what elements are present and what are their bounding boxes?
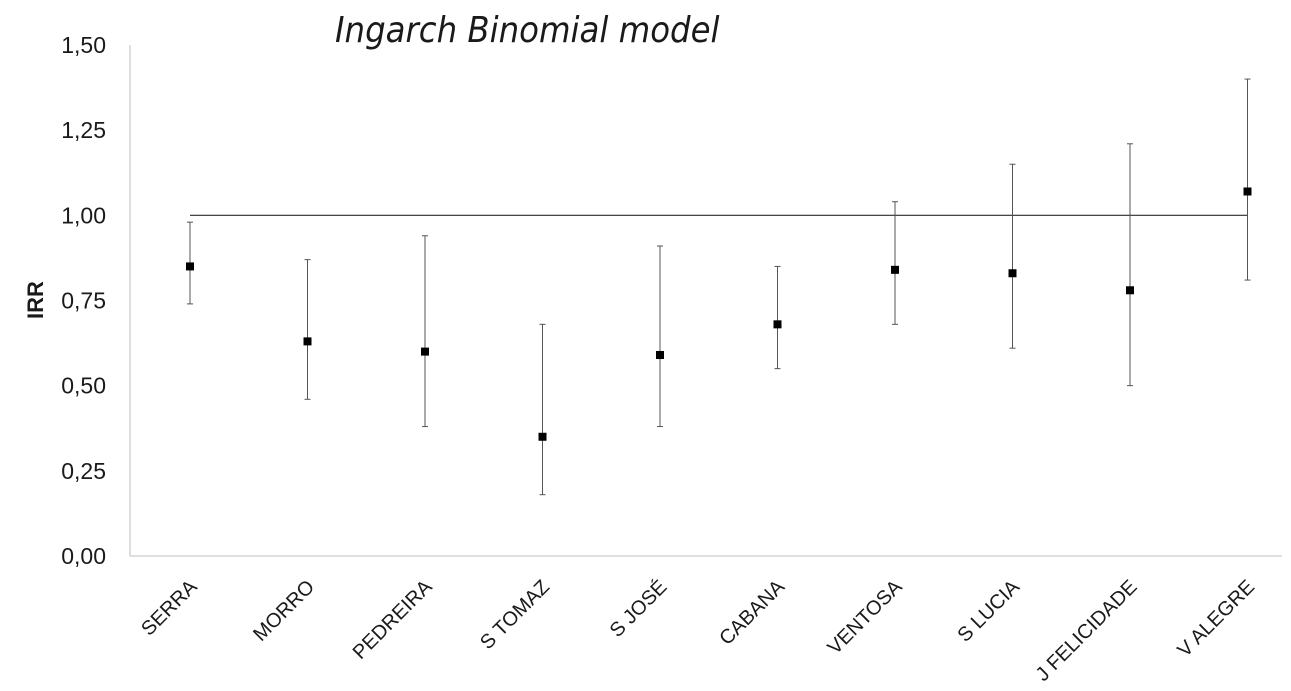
data-point (1008, 269, 1017, 278)
data-point (656, 351, 664, 360)
y-tick-label: 1,25 (61, 117, 106, 143)
chart-title: Ingarch Binomial model (335, 10, 720, 51)
x-tick-label: CABANA (715, 576, 789, 650)
error-bar (304, 259, 311, 400)
data-point (1243, 187, 1252, 196)
error-bar (422, 235, 428, 428)
error-bar (1009, 163, 1016, 349)
error-bars (187, 78, 1251, 496)
data-point (421, 347, 429, 356)
y-tick-label: 0,50 (61, 373, 106, 399)
error-bar (892, 201, 898, 325)
error-bar (1127, 143, 1133, 387)
x-tick-label: S JOSÉ (605, 575, 672, 642)
x-tick-label: J FELICIDADE (1032, 576, 1142, 686)
error-bar (1244, 78, 1251, 281)
x-tick-label: MORRO (249, 576, 319, 646)
x-tick-label: V ALEGRE (1174, 576, 1260, 662)
x-tick-label: VENTOSA (824, 576, 907, 659)
y-tick-label: 1,50 (61, 32, 106, 58)
data-point (773, 320, 782, 329)
data-point (538, 432, 547, 441)
data-points (186, 187, 1252, 441)
x-tick-label: S TOMAZ (476, 576, 554, 654)
x-tick-label: S LUCIA (953, 576, 1024, 647)
x-tick-label: PEDREIRA (349, 576, 437, 664)
x-tick-label: SERRA (137, 576, 202, 641)
error-bar (539, 323, 546, 496)
data-point (891, 265, 899, 274)
x-axis: SERRA MORRO PEDREIRA S TOMAZ S JOSÉ CABANA VEN… (130, 555, 1282, 686)
y-tick-label: 1,00 (61, 202, 106, 228)
data-point (1126, 286, 1134, 295)
y-axis-label: IRR (23, 281, 48, 319)
data-point (303, 337, 312, 346)
error-bar (657, 245, 663, 428)
y-tick-label: 0,00 (61, 543, 106, 569)
y-axis: 0,00 0,25 0,50 0,75 1,00 1,25 1,50 (61, 32, 131, 569)
data-point (186, 262, 194, 271)
y-tick-label: 0,75 (61, 288, 106, 314)
error-bar (774, 265, 781, 370)
y-tick-label: 0,25 (61, 458, 106, 484)
